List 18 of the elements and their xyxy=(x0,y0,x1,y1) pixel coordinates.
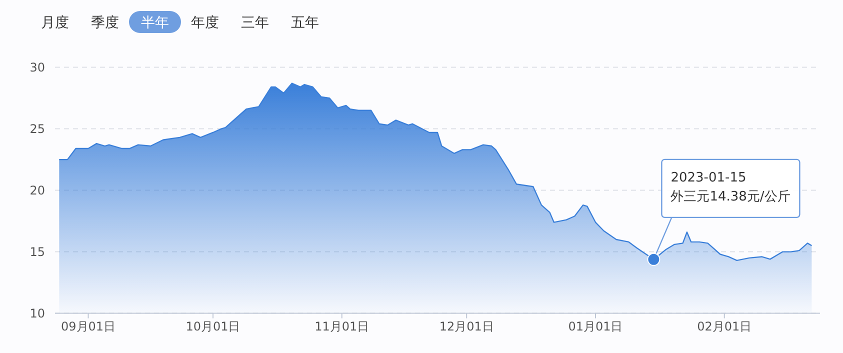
y-tick-label: 25 xyxy=(30,122,45,136)
x-tick-label: 01月01日 xyxy=(568,319,623,334)
text: 季度 xyxy=(91,15,119,31)
annotation: 2023-01-15 外三元14.38元/公斤 xyxy=(670,170,790,204)
x-tick-label: 11月01日 xyxy=(314,319,370,334)
y-tick-label: 10 xyxy=(30,306,45,320)
x-tick-label: 12月01日 xyxy=(439,319,494,334)
x-tick-label: 09月01日 xyxy=(60,319,116,334)
x-tick-label: 02月01日 xyxy=(697,319,752,334)
text: 半年 xyxy=(141,15,169,31)
x-tick-label: 10月01日 xyxy=(186,319,240,334)
y-tick-label: 20 xyxy=(30,183,45,198)
text: 月度 xyxy=(41,15,69,31)
text: 年度 xyxy=(191,15,219,31)
text: 三年 xyxy=(241,15,269,31)
y-tick-label: 30 xyxy=(30,60,45,74)
text: 五年 xyxy=(291,15,319,31)
y-tick-label: 15 xyxy=(30,244,45,259)
